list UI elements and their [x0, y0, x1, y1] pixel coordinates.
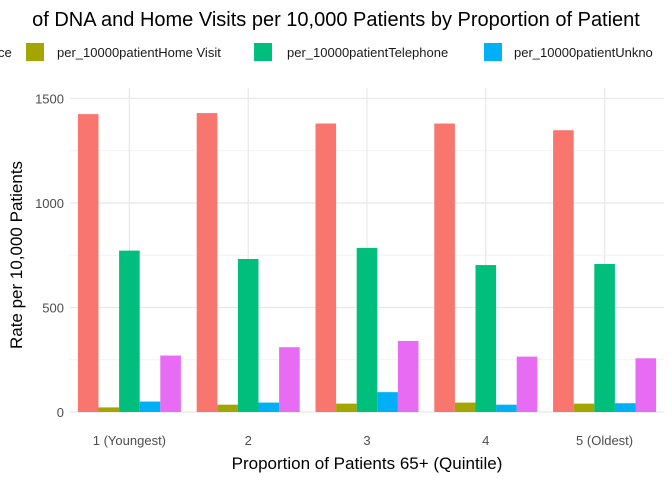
bar — [454, 402, 476, 412]
bar — [160, 355, 181, 412]
legend-key — [26, 43, 44, 61]
bar — [614, 403, 636, 412]
legend-key — [254, 43, 272, 61]
y-axis: 0 500 1000 1500 — [35, 91, 64, 420]
bar — [516, 356, 538, 412]
legend: ce per_10000patientHome Visit per_10000pat… — [0, 43, 653, 61]
y-axis-title: Rate per 10,000 Patients — [7, 161, 26, 349]
bar — [356, 247, 378, 412]
bar — [217, 404, 238, 412]
bar — [397, 340, 419, 412]
x-tick-label: 1 (Youngest) — [93, 433, 166, 448]
bar — [98, 407, 120, 412]
legend-label: per_10000patientHome Visit — [57, 45, 221, 60]
bar — [139, 401, 161, 412]
bar — [496, 404, 517, 412]
bar — [315, 123, 337, 412]
x-tick-label: 2 — [245, 433, 252, 448]
y-tick-label: 0 — [57, 405, 64, 420]
x-axis-title: Proportion of Patients 65+ (Quintile) — [232, 454, 503, 473]
bar — [594, 264, 615, 412]
bar — [237, 258, 259, 412]
y-tick-label: 1000 — [35, 196, 64, 211]
bar — [573, 403, 595, 412]
bars — [77, 113, 657, 413]
bar — [553, 130, 574, 412]
y-tick-label: 1500 — [35, 91, 64, 106]
legend-label: ce — [0, 45, 12, 60]
bar — [377, 392, 398, 412]
bar — [434, 123, 455, 412]
bar — [635, 358, 657, 412]
bar — [196, 113, 218, 413]
bar — [258, 402, 280, 412]
x-tick-label: 5 (Oldest) — [576, 433, 633, 448]
legend-key — [484, 43, 502, 61]
x-tick-label: 4 — [482, 433, 489, 448]
x-axis: 1 (Youngest) 2 3 4 5 (Oldest) — [93, 433, 633, 448]
bar — [77, 114, 99, 413]
legend-label: per_10000patientTelephone — [287, 45, 448, 60]
bar — [336, 403, 357, 412]
bar — [279, 347, 300, 412]
x-tick-label: 3 — [363, 433, 370, 448]
chart-title: of DNA and Home Visits per 10,000 Patien… — [32, 9, 640, 31]
legend-label: per_10000patientUnkno — [514, 45, 653, 60]
y-tick-label: 500 — [42, 300, 64, 315]
bar — [475, 265, 497, 412]
bar — [119, 250, 140, 412]
